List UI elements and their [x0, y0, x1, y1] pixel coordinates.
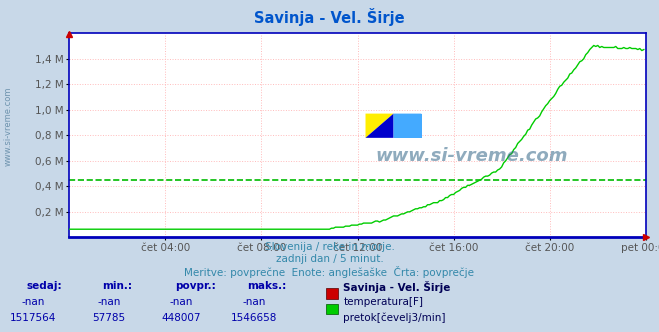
Text: pretok[čevelj3/min]: pretok[čevelj3/min]	[343, 313, 446, 323]
Text: min.:: min.:	[102, 281, 132, 290]
Text: www.si-vreme.com: www.si-vreme.com	[376, 147, 568, 165]
Text: 57785: 57785	[92, 313, 125, 323]
Text: -nan: -nan	[21, 297, 45, 307]
Text: maks.:: maks.:	[247, 281, 287, 290]
Text: sedaj:: sedaj:	[26, 281, 62, 290]
Polygon shape	[366, 114, 393, 138]
Text: www.si-vreme.com: www.si-vreme.com	[3, 86, 13, 166]
Text: -nan: -nan	[97, 297, 121, 307]
Text: 448007: 448007	[161, 313, 201, 323]
Polygon shape	[393, 114, 422, 138]
Text: povpr.:: povpr.:	[175, 281, 215, 290]
Text: zadnji dan / 5 minut.: zadnji dan / 5 minut.	[275, 254, 384, 264]
Text: Savinja - Vel. Širje: Savinja - Vel. Širje	[254, 8, 405, 26]
Text: 1546658: 1546658	[231, 313, 277, 323]
Text: -nan: -nan	[169, 297, 193, 307]
Polygon shape	[393, 114, 422, 138]
Text: 1517564: 1517564	[10, 313, 56, 323]
Text: Savinja - Vel. Širje: Savinja - Vel. Širje	[343, 281, 450, 292]
Polygon shape	[366, 114, 393, 138]
Text: Slovenija / reke in morje.: Slovenija / reke in morje.	[264, 242, 395, 252]
Text: Meritve: povprečne  Enote: anglešaške  Črta: povprečje: Meritve: povprečne Enote: anglešaške Črt…	[185, 266, 474, 278]
Text: temperatura[F]: temperatura[F]	[343, 297, 423, 307]
Text: -nan: -nan	[242, 297, 266, 307]
